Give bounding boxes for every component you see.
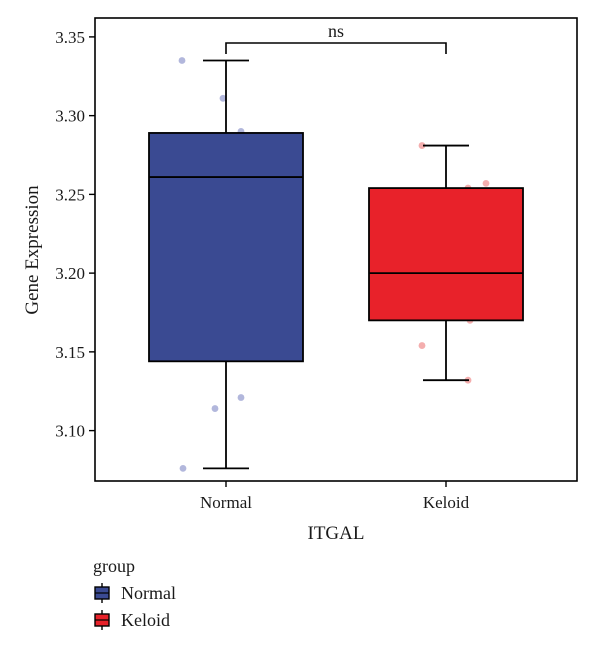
legend: group Normal Keloid xyxy=(93,556,176,630)
y-tick-label: 3.25 xyxy=(55,185,85,204)
y-axis-title: Gene Expression xyxy=(22,185,43,315)
significance-annotation: ns xyxy=(225,21,447,54)
significance-bracket xyxy=(225,42,447,54)
legend-label: Normal xyxy=(121,583,176,603)
boxes-layer xyxy=(148,59,524,470)
x-tick-label: Normal xyxy=(200,493,252,512)
data-point xyxy=(418,142,426,149)
plot-panel-border xyxy=(94,17,578,482)
x-axis-title: ITGAL xyxy=(308,523,365,544)
box-group-normal xyxy=(148,59,304,470)
y-axis: 3.10 3.15 3.20 3.25 3.30 3.35 xyxy=(55,28,95,441)
significance-label: ns xyxy=(328,21,344,41)
data-point xyxy=(418,342,426,349)
y-tick-label: 3.20 xyxy=(55,264,85,283)
data-point xyxy=(211,405,219,412)
data-point xyxy=(482,179,490,187)
y-tick-label: 3.30 xyxy=(55,107,85,126)
box-iqr xyxy=(368,187,524,322)
y-tick-label: 3.35 xyxy=(55,28,85,47)
legend-label: Keloid xyxy=(121,610,170,630)
data-point xyxy=(178,57,186,64)
data-point xyxy=(219,94,227,102)
data-point xyxy=(179,465,187,472)
legend-key-normal xyxy=(94,583,110,603)
box-group-keloid xyxy=(368,144,524,382)
legend-title: group xyxy=(93,556,135,576)
x-tick-label: Keloid xyxy=(423,493,470,512)
data-point xyxy=(237,394,245,401)
x-axis: Normal Keloid xyxy=(200,481,470,512)
y-tick-label: 3.10 xyxy=(55,422,85,441)
box-iqr xyxy=(148,132,304,363)
y-tick-label: 3.15 xyxy=(55,343,85,362)
legend-key-keloid xyxy=(94,610,110,630)
